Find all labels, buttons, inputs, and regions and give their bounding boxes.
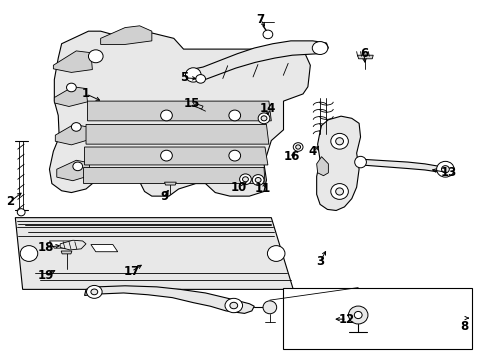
Ellipse shape — [73, 162, 82, 171]
Polygon shape — [15, 218, 293, 289]
Text: 4: 4 — [308, 145, 316, 158]
Ellipse shape — [242, 177, 248, 182]
Ellipse shape — [239, 174, 251, 185]
Polygon shape — [83, 167, 264, 184]
Text: 16: 16 — [284, 150, 300, 163]
Ellipse shape — [71, 123, 81, 131]
Text: 1: 1 — [82, 87, 90, 100]
Text: 7: 7 — [256, 13, 264, 26]
Ellipse shape — [228, 110, 240, 121]
Ellipse shape — [330, 184, 347, 199]
Polygon shape — [164, 182, 176, 185]
Ellipse shape — [195, 75, 205, 83]
Polygon shape — [316, 157, 328, 176]
Ellipse shape — [252, 175, 264, 185]
Ellipse shape — [160, 150, 172, 161]
Ellipse shape — [66, 83, 76, 92]
Polygon shape — [60, 240, 86, 250]
Text: 14: 14 — [259, 102, 276, 115]
Ellipse shape — [88, 50, 103, 63]
Polygon shape — [54, 87, 87, 107]
Text: 2: 2 — [6, 195, 15, 208]
Ellipse shape — [258, 113, 269, 124]
Polygon shape — [53, 51, 92, 72]
Ellipse shape — [293, 143, 303, 151]
Ellipse shape — [354, 311, 362, 319]
Text: 17: 17 — [123, 265, 139, 278]
Text: 12: 12 — [338, 312, 354, 326]
Text: 9: 9 — [160, 190, 168, 203]
Text: 8: 8 — [459, 320, 467, 333]
Ellipse shape — [20, 246, 38, 261]
Text: 18: 18 — [37, 241, 54, 254]
Text: 3: 3 — [315, 255, 324, 268]
Ellipse shape — [295, 145, 300, 149]
Polygon shape — [49, 241, 76, 248]
Polygon shape — [194, 104, 203, 109]
Polygon shape — [87, 101, 271, 121]
Ellipse shape — [263, 301, 276, 314]
Ellipse shape — [229, 302, 237, 309]
Polygon shape — [55, 125, 88, 145]
Ellipse shape — [86, 285, 102, 298]
Ellipse shape — [224, 298, 242, 313]
Text: 6: 6 — [359, 47, 367, 60]
Ellipse shape — [335, 138, 343, 145]
Polygon shape — [61, 251, 72, 254]
Text: 15: 15 — [183, 98, 200, 111]
Ellipse shape — [348, 306, 367, 324]
Ellipse shape — [185, 68, 201, 82]
Text: 19: 19 — [37, 269, 54, 282]
Polygon shape — [84, 286, 254, 314]
Ellipse shape — [330, 134, 347, 149]
Bar — [282, 288, 471, 348]
Polygon shape — [57, 160, 89, 181]
Ellipse shape — [436, 161, 453, 177]
Polygon shape — [86, 125, 268, 144]
Ellipse shape — [261, 116, 266, 121]
Ellipse shape — [17, 209, 25, 216]
Ellipse shape — [354, 156, 366, 168]
Polygon shape — [91, 244, 118, 252]
Polygon shape — [316, 116, 360, 211]
Ellipse shape — [441, 166, 448, 173]
Ellipse shape — [91, 289, 98, 295]
Text: 10: 10 — [230, 181, 246, 194]
Ellipse shape — [312, 41, 327, 54]
Text: 11: 11 — [254, 183, 271, 195]
Polygon shape — [357, 55, 372, 59]
Ellipse shape — [335, 188, 343, 195]
Polygon shape — [101, 26, 152, 44]
Ellipse shape — [267, 246, 285, 261]
Ellipse shape — [255, 177, 261, 183]
Polygon shape — [84, 147, 267, 165]
Text: 5: 5 — [180, 71, 188, 84]
Polygon shape — [49, 31, 310, 196]
Text: 13: 13 — [440, 166, 456, 179]
Ellipse shape — [263, 30, 272, 39]
Ellipse shape — [228, 150, 240, 161]
Polygon shape — [190, 41, 328, 80]
Polygon shape — [360, 159, 448, 172]
Ellipse shape — [160, 110, 172, 121]
